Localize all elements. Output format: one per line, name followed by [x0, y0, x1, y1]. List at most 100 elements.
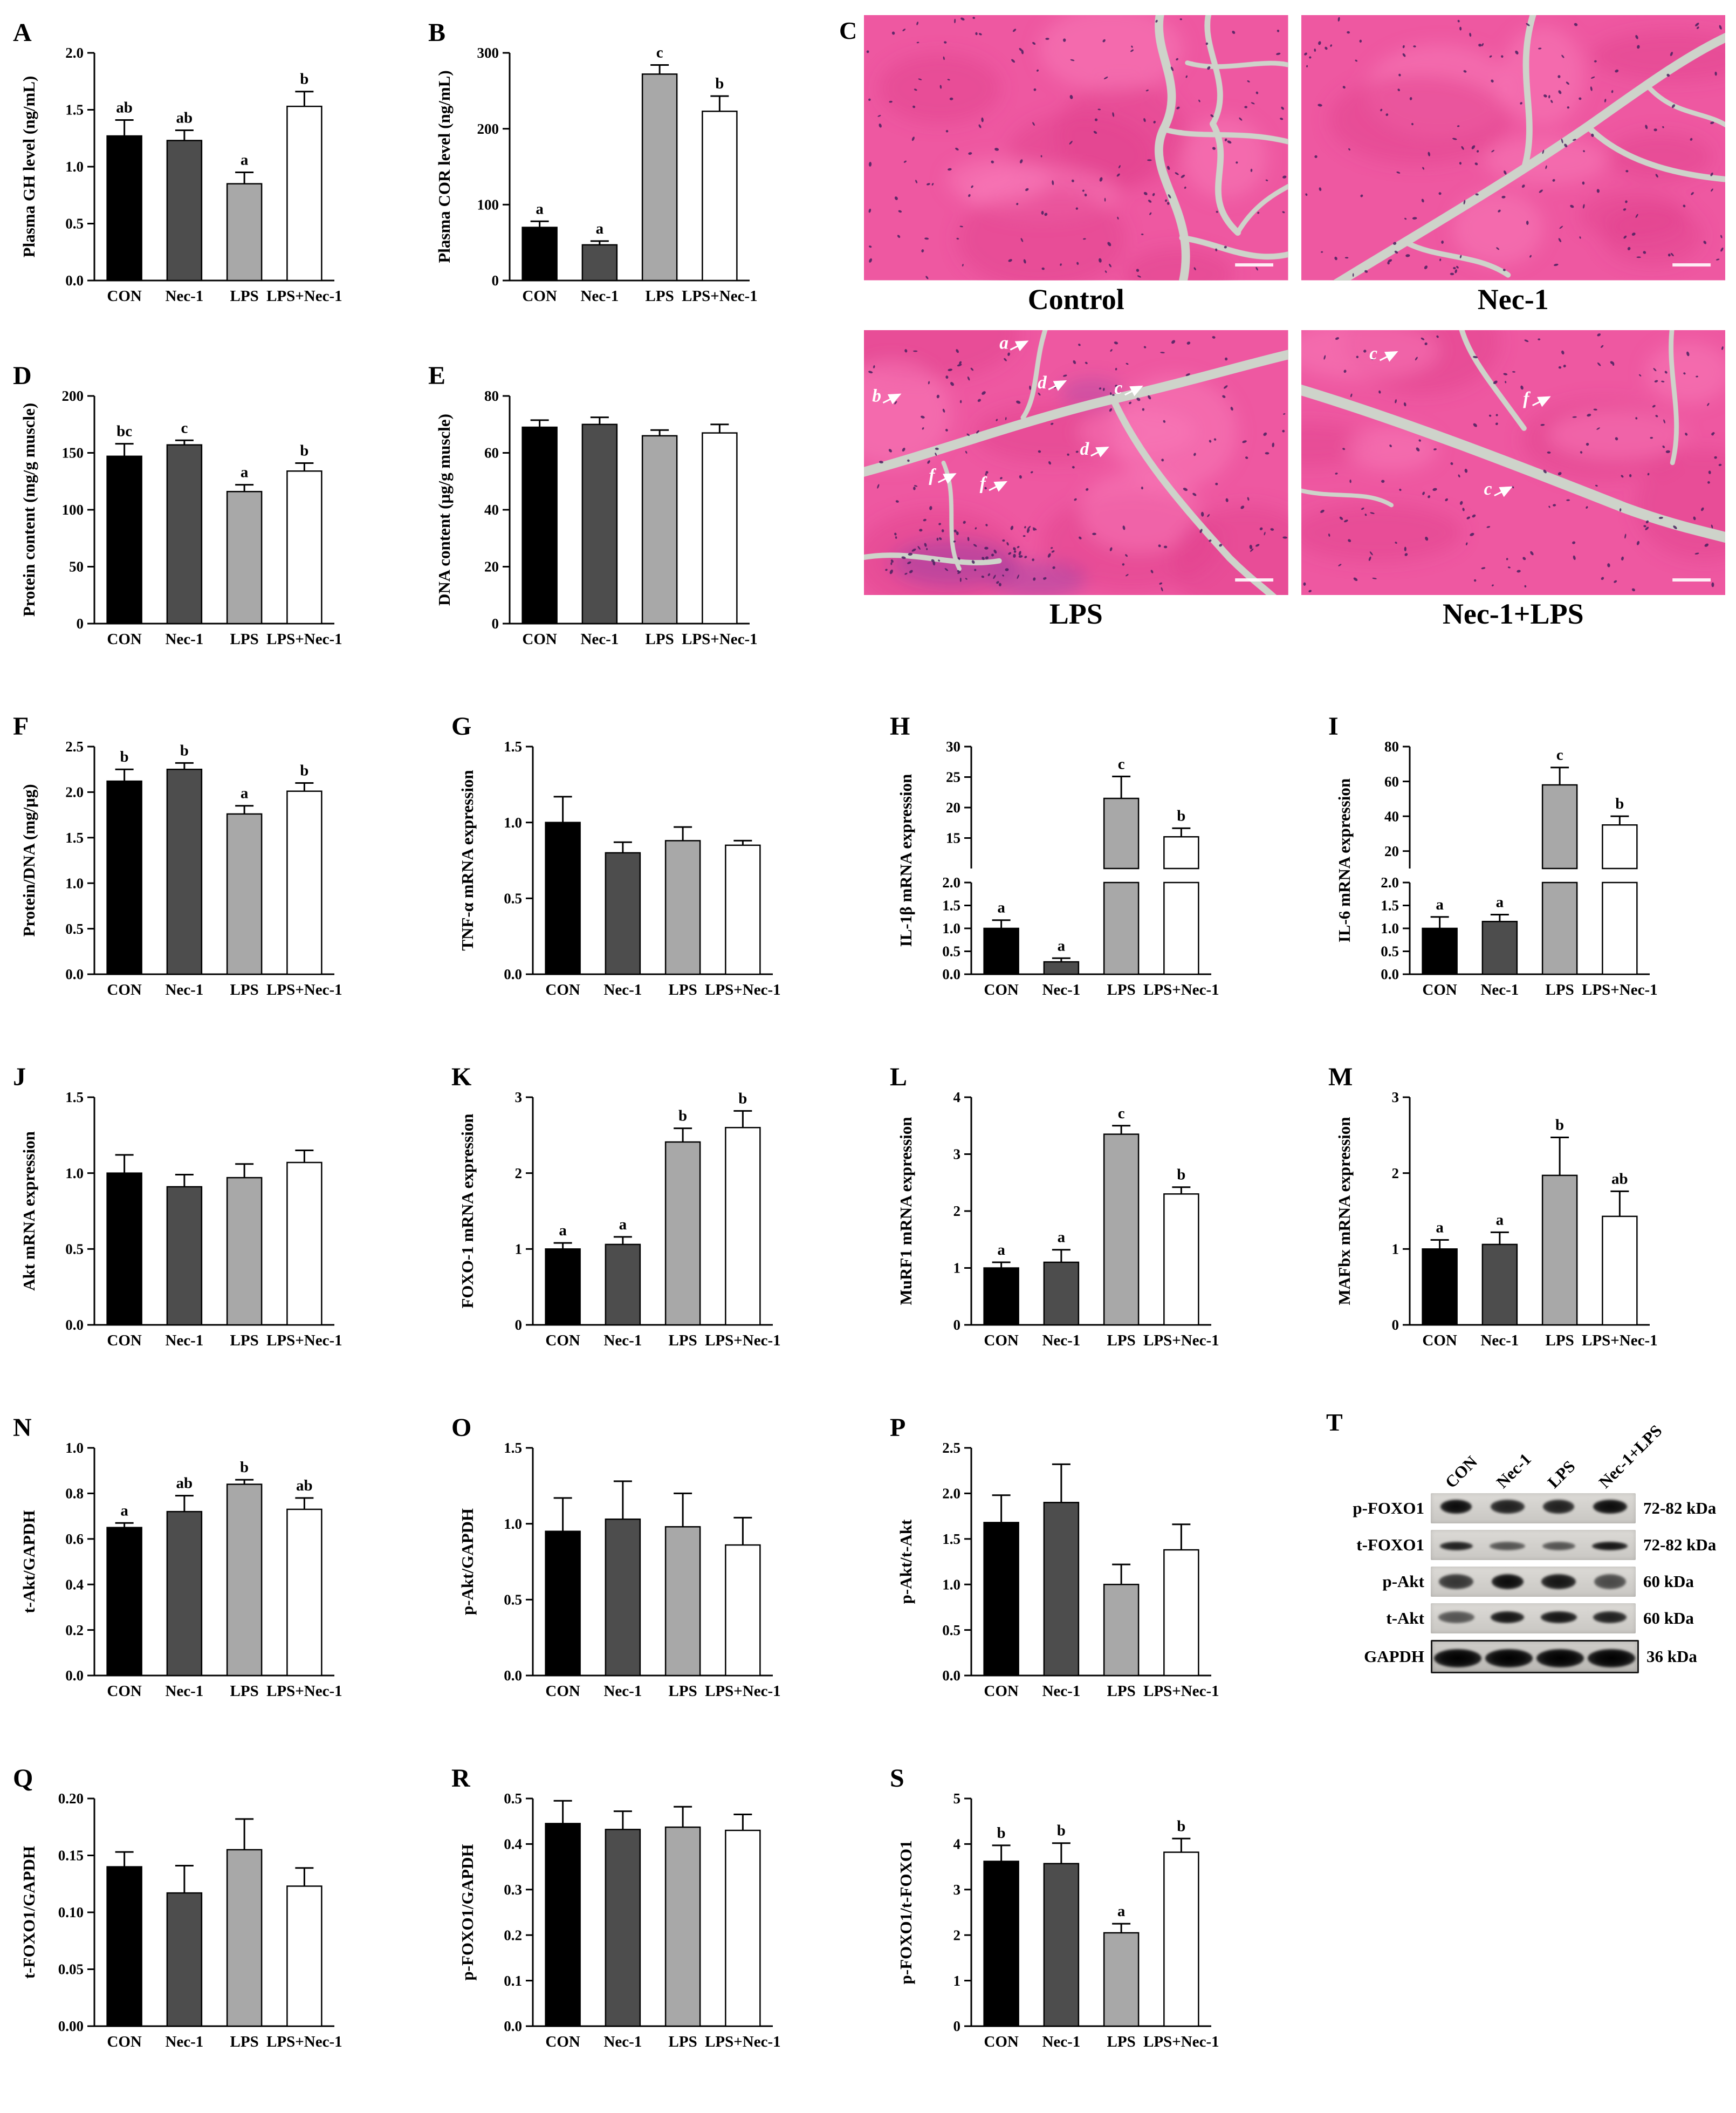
y-tick-label: 0.8 [65, 1486, 84, 1502]
bar-group-CON [1422, 916, 1458, 975]
blot-row-p-Akt: p-Akt 60 kDa [1332, 1567, 1720, 1597]
annotation-arrow [1048, 380, 1067, 391]
charts-quad-ABDE: A Plasma GH level (ng/mL) 0.0 0.5 1.0 1.5 2.0 a… [11, 15, 820, 671]
blot-band [1540, 1611, 1577, 1623]
significance-letter: a [1058, 937, 1066, 954]
y-tick-label: 60 [484, 445, 499, 461]
blot-band [1439, 1542, 1473, 1550]
bar-group-LPS [1103, 1563, 1140, 1677]
significance-letter: a [241, 152, 249, 169]
x-category-label: LPS [1107, 2033, 1136, 2050]
bar-group-LPS+Nec-1 [702, 423, 738, 625]
y-tick-label: 2.0 [942, 1486, 960, 1502]
bar-group-CON [545, 1800, 581, 2027]
significance-letter: c [1118, 755, 1125, 772]
significance-letter: ab [116, 99, 133, 116]
y-axis-label: MuRF1 mRNA expression [896, 1117, 915, 1305]
blot-band [1434, 1649, 1481, 1667]
bar-group-Nec-1 [1043, 957, 1080, 975]
y-tick-label: 0.5 [65, 921, 84, 937]
y-axis-label: p-Akt/t-Akt [896, 1519, 915, 1604]
y-tick-label: 150 [62, 445, 84, 461]
x-category-label: LPS+Nec-1 [705, 1332, 781, 1349]
histology-LPS: a b d c d f f LPS [864, 330, 1288, 631]
blot-column-label: CON [1441, 1452, 1481, 1492]
blot-band [1490, 1500, 1525, 1514]
blot-strip [1431, 1567, 1636, 1597]
bar-group-Nec-1 [166, 129, 203, 282]
x-category-label: LPS+Nec-1 [1143, 1332, 1219, 1349]
panel-J: J Akt mRNA expression 0.0 0.5 1.0 1.5 CON Nec-1… [11, 1059, 404, 1372]
bar-group-CON [545, 1497, 581, 1677]
x-category-label: LPS [230, 1683, 259, 1700]
y-tick-label: 0.2 [65, 1622, 84, 1638]
x-category-label: LPS+Nec-1 [266, 981, 342, 999]
annotation-letter: d [1080, 439, 1090, 459]
x-category-label: LPS+Nec-1 [266, 2033, 342, 2050]
x-category-label: LPS [230, 288, 259, 305]
bar-group-LPS+Nec-1 [286, 782, 323, 975]
annotation-letter: d [1038, 373, 1047, 393]
significance-letter: ab [176, 1475, 193, 1492]
y-tick-label: 1.5 [942, 898, 960, 914]
y-tick-label: 1.5 [1381, 898, 1399, 914]
significance-letter: a [1436, 1219, 1444, 1236]
panel-L-chart: L MuRF1 mRNA expression 0 1 2 3 4 a CON a Nec-1 c LP… [890, 1063, 1219, 1349]
y-tick-label: 1.5 [65, 1089, 84, 1105]
blot-row-p-FOXO1: p-FOXO1 72-82 kDa [1332, 1493, 1720, 1523]
y-tick-label: 1.5 [504, 738, 522, 755]
panel-K: K FOXO-1 mRNA expression 0 1 2 3 a CON a Nec-1 b LP… [449, 1059, 843, 1372]
x-category-label: Nec-1 [165, 1683, 203, 1700]
blot-band [1592, 1542, 1628, 1550]
x-category-label: Nec-1 [1042, 2033, 1080, 2050]
y-axis-label: Plasma GH level (ng/mL) [19, 76, 38, 258]
y-tick-label: 0.0 [65, 1667, 84, 1684]
x-category-label: Nec-1 [165, 288, 203, 305]
bar-group-LPS [226, 1479, 263, 1677]
significance-letter: b [300, 762, 308, 779]
x-category-label: LPS [669, 2033, 697, 2050]
blot-strip [1431, 1603, 1636, 1633]
panel-F-chart: F Protein/DNA (mg/μg) 0.0 0.5 1.0 1.5 2.0 2.5 b C… [13, 712, 342, 999]
x-category-label: Nec-1 [580, 631, 619, 648]
significance-letter: a [1436, 896, 1444, 913]
panel-C: C Control Nec-1 a b d c d f f LPS c f c Nec-1+LPS [839, 15, 1725, 671]
panel-H-chart: H IL-1β mRNA expression 0.0 0.5 1.0 1.5 2.0 15 2… [890, 712, 1219, 999]
significance-letter: b [1555, 1117, 1564, 1134]
annotation-letter: c [1114, 378, 1122, 398]
bar-group-LPS [1103, 1923, 1140, 2027]
panel-J-chart: J Akt mRNA expression 0.0 0.5 1.0 1.5 CON Nec-1… [13, 1063, 342, 1349]
y-tick-label: 1.0 [504, 1516, 522, 1532]
y-axis-label: t-Akt/GAPDH [19, 1510, 38, 1613]
y-tick-label: 0.0 [942, 966, 960, 982]
panel-letter: A [13, 18, 32, 47]
blot-row-GAPDH: GAPDH 36 kDa [1332, 1640, 1720, 1673]
x-category-label: LPS [1546, 981, 1574, 999]
significance-letter: a [536, 200, 544, 217]
annotation-letter: f [929, 466, 936, 485]
x-category-label: LPS [1107, 981, 1136, 999]
annotation-letter: f [980, 474, 987, 494]
annotation-arrow [1090, 446, 1109, 457]
panel-A: A Plasma GH level (ng/mL) 0.0 0.5 1.0 1.5 2.0 a… [11, 15, 404, 328]
significance-letter: a [1058, 1229, 1066, 1246]
y-axis-label: Akt mRNA expression [19, 1131, 38, 1291]
x-category-label: CON [522, 288, 557, 305]
y-tick-label: 2.0 [65, 784, 84, 801]
panel-O-chart: Op-Akt/GAPDH 0.0 0.5 1.0 1.5 CON Nec-1 LPS LPS+N… [451, 1413, 781, 1700]
significance-letter: b [738, 1090, 747, 1107]
y-tick-label: 0.00 [58, 2018, 84, 2034]
blot-band [1439, 1574, 1473, 1589]
y-tick-label: 1.0 [65, 1165, 84, 1181]
y-tick-label: 1 [953, 1260, 961, 1276]
y-tick-label: 0.5 [942, 1622, 960, 1638]
y-tick-label: 0 [77, 616, 84, 632]
panel-A-chart: A Plasma GH level (ng/mL) 0.0 0.5 1.0 1.5 2.0 a… [13, 18, 342, 305]
x-category-label: CON [107, 288, 142, 305]
bar-group-LPS [1103, 1125, 1140, 1326]
y-tick-label: 0.5 [65, 1241, 84, 1257]
significance-letter: bc [116, 423, 132, 440]
panel-R-chart: Rp-FOXO1/GAPDH 0.0 0.1 0.2 0.3 0.4 0.5 CON Nec-1… [451, 1764, 781, 2050]
